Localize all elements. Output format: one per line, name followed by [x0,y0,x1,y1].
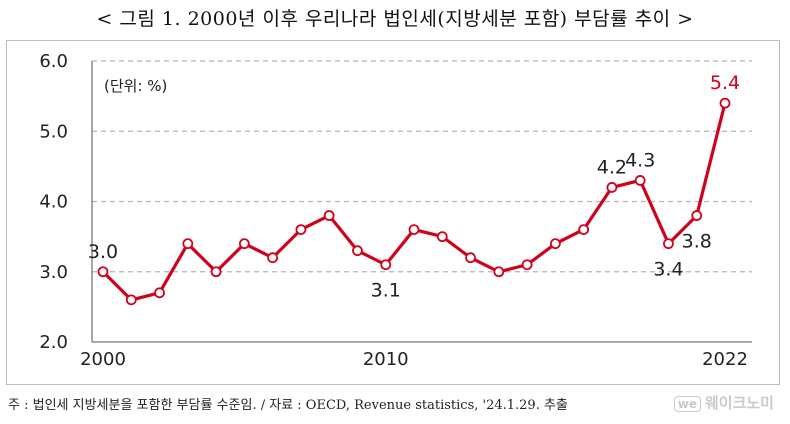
data-point [691,210,703,221]
watermark-logo-icon: we [673,396,701,412]
data-point [719,97,731,109]
data-point [634,175,646,186]
data-point [549,238,561,250]
data-point [295,224,307,236]
data-point [465,252,476,264]
data-point [663,238,674,250]
data-point [436,231,448,243]
data-label: 3.4 [653,259,683,281]
data-point [352,245,363,257]
series-line [101,102,727,302]
unit-label: (단위: %) [104,77,168,95]
x-tick-label: 2022 [702,349,748,370]
data-point [267,252,279,264]
data-point [380,259,392,271]
y-tick-label: 4.0 [39,192,68,213]
data-point [606,182,618,193]
y-tick-label: 2.0 [39,332,68,353]
watermark: we 웨이크노미 [673,392,774,413]
data-point [125,294,137,306]
footnote: 주 : 법인세 지방세분을 포함한 부담률 수준임. / 자료 : OECD, … [8,398,568,413]
y-tick-label: 3.0 [39,262,68,283]
watermark-text: 웨이크노미 [704,394,774,412]
data-label: 3.8 [682,231,712,253]
chart-frame [6,40,780,385]
chart-title: < 그림 1. 2000년 이후 우리나라 법인세(지방세분 포함) 부담률 추… [96,8,694,30]
data-point [154,287,165,299]
data-point [97,266,109,278]
data-label: 5.4 [710,72,740,94]
data-label: 3.0 [88,241,118,263]
data-point [408,224,420,236]
data-point [493,266,505,278]
data-point [210,266,222,278]
data-point [323,210,335,221]
y-tick-label: 6.0 [39,51,68,72]
data-label: 4.2 [597,156,627,178]
y-tick-label: 5.0 [39,121,68,142]
x-tick-label: 2000 [80,349,126,370]
data-point [521,259,533,271]
x-tick-label: 2010 [363,349,409,370]
data-point [238,238,250,250]
data-point [182,238,194,250]
data-label: 4.3 [625,149,655,171]
data-point [578,224,590,236]
data-label: 3.1 [371,280,401,302]
